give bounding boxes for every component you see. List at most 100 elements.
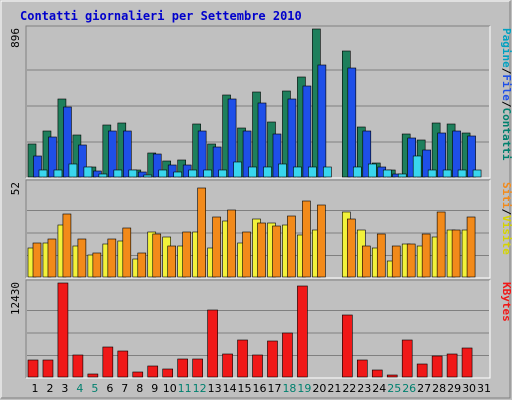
bar-pagine-13: [218, 169, 227, 178]
bar-kbytes-5: [87, 373, 99, 378]
series-kbytes: [27, 282, 473, 378]
bar-kbytes-12: [192, 358, 203, 378]
bar-kbytes-8: [132, 371, 144, 378]
panel-visits: 52 Siti/Visite: [9, 179, 512, 279]
bar-pagine-1: [38, 169, 48, 178]
plot-frame-dark: [25, 179, 490, 278]
day-axis: 1 2 3 4 5 6 7 8 9 10 11 12 13 14 15 16 17 18 19 20 21 22 23 24 2…: [32, 382, 492, 395]
bar-siti-13: [212, 216, 221, 278]
bar-kbytes-9: [147, 365, 159, 378]
bar-siti-15: [242, 231, 251, 278]
bar-kbytes-7: [117, 350, 129, 378]
bar-file-27: [422, 149, 431, 178]
bar-siti-14: [227, 209, 236, 278]
bar-siti-17: [272, 225, 281, 278]
bar-file-7: [123, 130, 132, 178]
day-label-15: 15: [238, 382, 252, 395]
bar-kbytes-11: [177, 358, 188, 378]
bar-siti-26: [406, 243, 416, 278]
bar-pagine-6: [113, 169, 123, 178]
panel-hits: 896 Pagine/File/Contatti: [9, 25, 512, 179]
bar-pagine-2: [53, 169, 63, 178]
bar-kbytes-15: [237, 339, 248, 378]
bar-pagine-28: [442, 169, 452, 178]
bar-pagine-11: [188, 169, 197, 178]
bar-file-19: [302, 85, 312, 178]
legend-entry: /: [500, 209, 512, 216]
bar-file-16: [257, 102, 267, 178]
bar-siti-29: [451, 229, 461, 278]
bar-pagine-18: [293, 166, 302, 178]
legend-hits: Pagine/File/Contatti: [500, 28, 512, 161]
bar-file-3: [63, 106, 72, 178]
day-label-18: 18: [282, 382, 296, 395]
bar-kbytes-13: [207, 309, 218, 378]
bar-siti-23: [361, 245, 371, 278]
day-label-27: 27: [417, 382, 431, 395]
series-file: [33, 64, 476, 178]
day-label-29: 29: [447, 382, 461, 395]
series-pagine: [38, 155, 482, 178]
bar-kbytes-19: [297, 285, 308, 378]
bar-kbytes-28: [431, 355, 443, 378]
plot-frame-dark: [25, 25, 490, 178]
bar-kbytes-2: [42, 359, 54, 378]
bar-siti-5: [92, 252, 102, 278]
ymax-label-hits: 896: [9, 28, 22, 48]
bar-file-18: [287, 98, 297, 178]
legend-visits: Siti/Visite: [500, 182, 512, 255]
bar-pagine-23: [367, 163, 377, 178]
bar-file-10: [167, 164, 177, 178]
bar-pagine-14: [233, 161, 242, 178]
bar-file-9: [152, 153, 162, 178]
bar-pagine-16: [263, 166, 272, 178]
day-label-21: 21: [327, 382, 341, 395]
bar-kbytes-10: [162, 368, 174, 378]
bar-siti-9: [152, 233, 162, 278]
chart-title: Contatti giornalieri per Settembre 2010: [20, 9, 302, 23]
bar-kbytes-3: [57, 282, 69, 378]
day-label-16: 16: [253, 382, 267, 395]
legend-entry: Siti: [500, 182, 512, 209]
bar-pagine-10: [173, 171, 183, 178]
bar-siti-18: [287, 215, 296, 278]
day-label-26: 26: [402, 382, 416, 395]
bar-kbytes-4: [72, 354, 84, 378]
bar-siti-28: [436, 211, 446, 278]
day-label-30: 30: [462, 382, 476, 395]
bar-siti-3: [62, 213, 72, 278]
day-label-31: 31: [477, 382, 491, 395]
legend-entry: Pagine: [500, 28, 512, 68]
bar-siti-4: [77, 238, 87, 278]
bar-kbytes-23: [356, 359, 368, 378]
day-label-22: 22: [342, 382, 356, 395]
bar-kbytes-26: [401, 339, 413, 378]
day-label-17: 17: [267, 382, 281, 395]
legend-kbytes: KBytes: [500, 282, 512, 322]
bar-pagine-5: [98, 173, 108, 178]
bar-kbytes-22: [342, 314, 353, 378]
bar-pagine-24: [382, 169, 392, 178]
day-label-14: 14: [223, 382, 237, 395]
day-label-23: 23: [357, 382, 371, 395]
bar-kbytes-16: [252, 354, 263, 378]
bar-file-22: [347, 67, 357, 178]
day-label-11: 11: [178, 382, 192, 395]
bar-file-13: [212, 146, 222, 178]
bar-pagine-7: [128, 169, 138, 178]
bar-kbytes-29: [446, 353, 458, 378]
bar-file-23: [362, 130, 372, 178]
bar-pagine-22: [353, 166, 362, 178]
bar-siti-16: [257, 222, 266, 278]
bar-siti-7: [122, 227, 132, 278]
day-label-10: 10: [163, 382, 177, 395]
bar-siti-24: [376, 233, 386, 278]
bar-pagine-25: [397, 173, 407, 178]
day-label-12: 12: [193, 382, 207, 395]
panel-kbytes: 12430 KBytes: [9, 279, 512, 379]
ymax-label-kbytes: 12430: [9, 282, 22, 315]
day-label-5: 5: [91, 382, 98, 395]
bar-file-1: [33, 155, 42, 178]
day-label-4: 4: [76, 382, 83, 395]
